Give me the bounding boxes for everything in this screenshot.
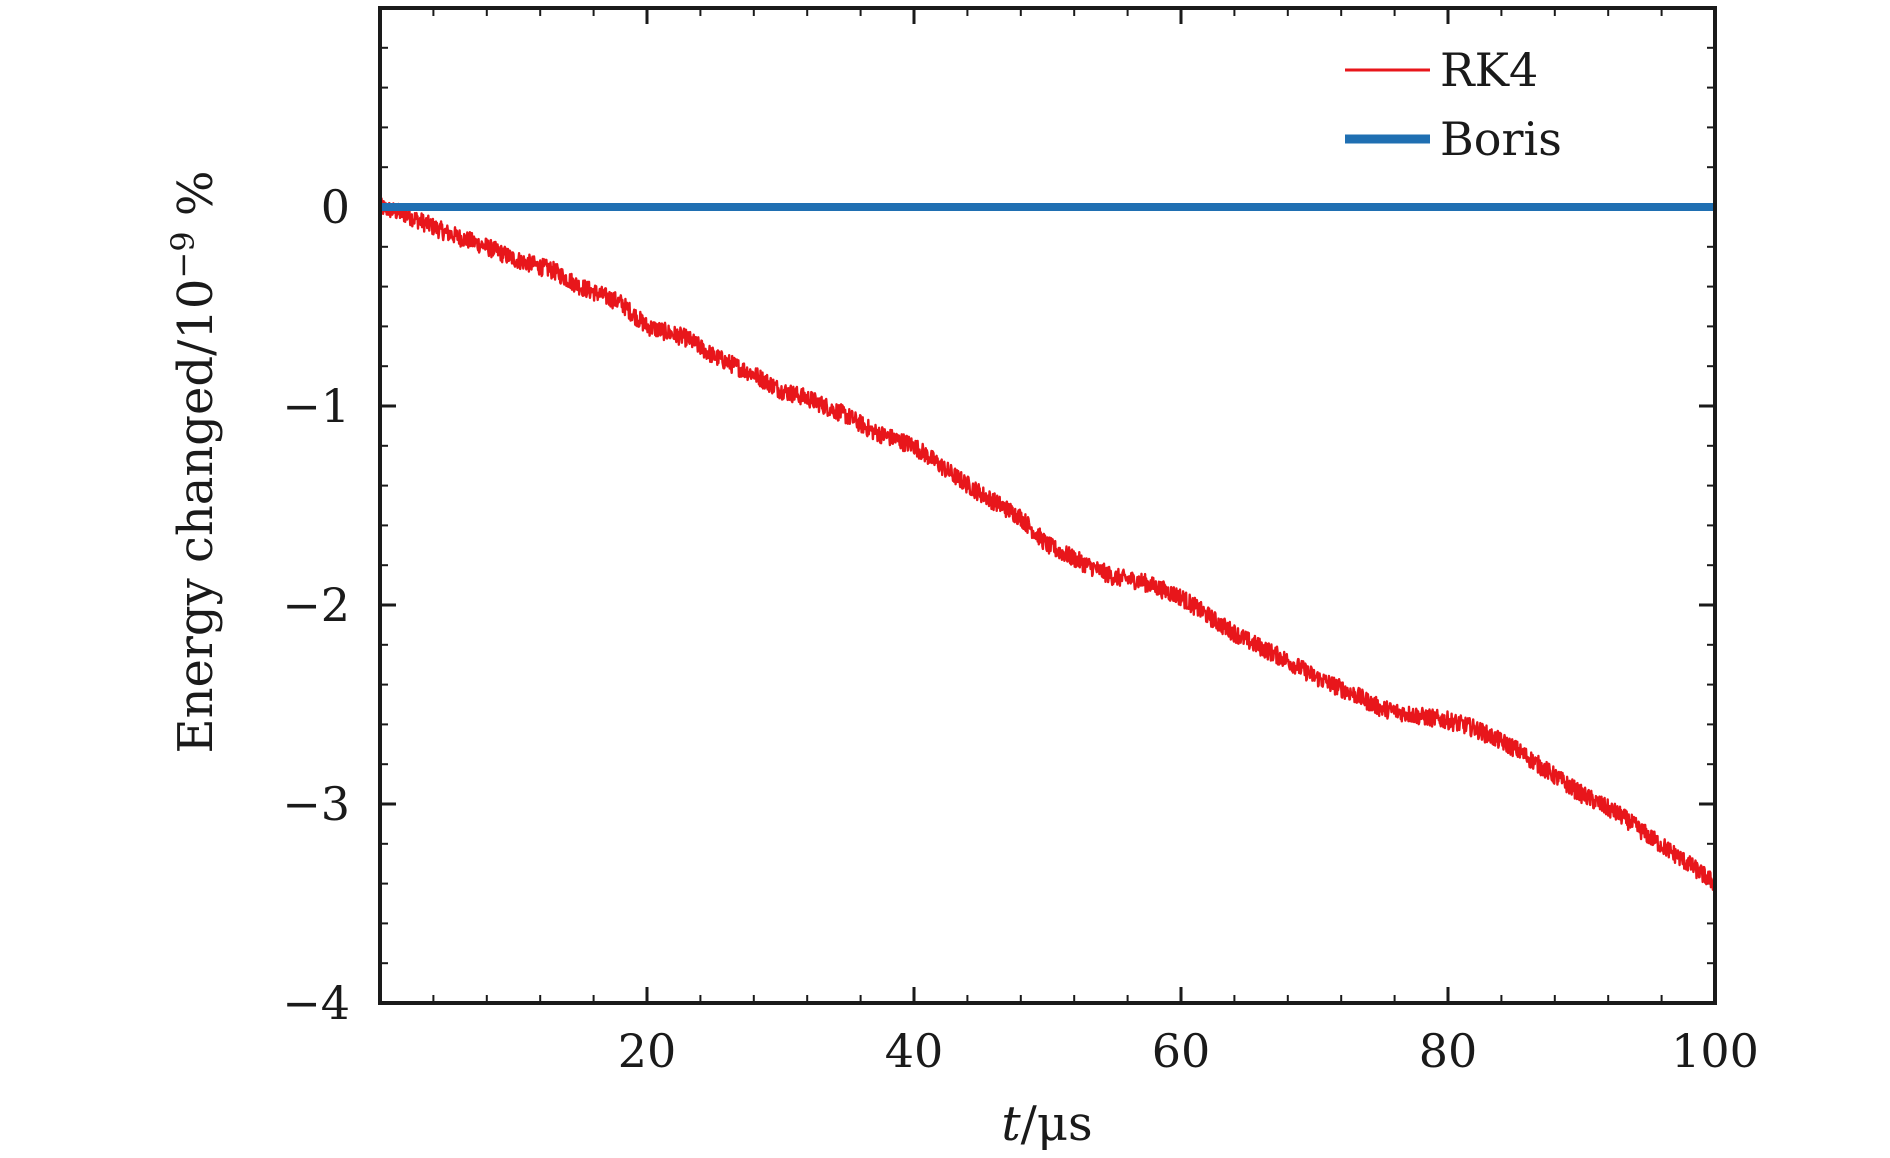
y-tick-label: −3 <box>282 777 350 831</box>
x-tick-label: 60 <box>1152 1024 1211 1078</box>
legend-label-boris: Boris <box>1440 112 1562 166</box>
x-tick-label: 40 <box>885 1024 944 1078</box>
x-axis-title: t/μs <box>1001 1096 1092 1152</box>
y-tick-label: −2 <box>282 578 350 632</box>
legend: RK4 Boris <box>1345 43 1562 166</box>
y-tick-label: 0 <box>321 180 350 234</box>
y-axis-unit: % <box>168 171 224 232</box>
series-line-rk4 <box>378 197 1717 891</box>
x-tick-label: 80 <box>1419 1024 1478 1078</box>
x-axis-unit: /μs <box>1021 1096 1093 1152</box>
y-axis-exponent: −9 <box>164 231 202 278</box>
x-tick-label: 20 <box>618 1024 677 1078</box>
x-axis-variable: t <box>1001 1096 1021 1152</box>
x-ticks: 20 40 60 80 100 <box>432 8 1759 1078</box>
x-tick-label: 100 <box>1671 1024 1759 1078</box>
y-tick-label: −1 <box>282 379 350 433</box>
y-axis-label: Energy changed/10 <box>168 279 224 754</box>
series-layer <box>378 197 1717 891</box>
y-axis-title: Energy changed/10−9 % <box>164 171 224 754</box>
y-ticks: 0 −1 −2 −3 −4 <box>282 46 1715 1030</box>
plot-frame <box>378 6 1717 1005</box>
y-tick-label: −4 <box>282 976 350 1030</box>
legend-label-rk4: RK4 <box>1440 43 1538 97</box>
